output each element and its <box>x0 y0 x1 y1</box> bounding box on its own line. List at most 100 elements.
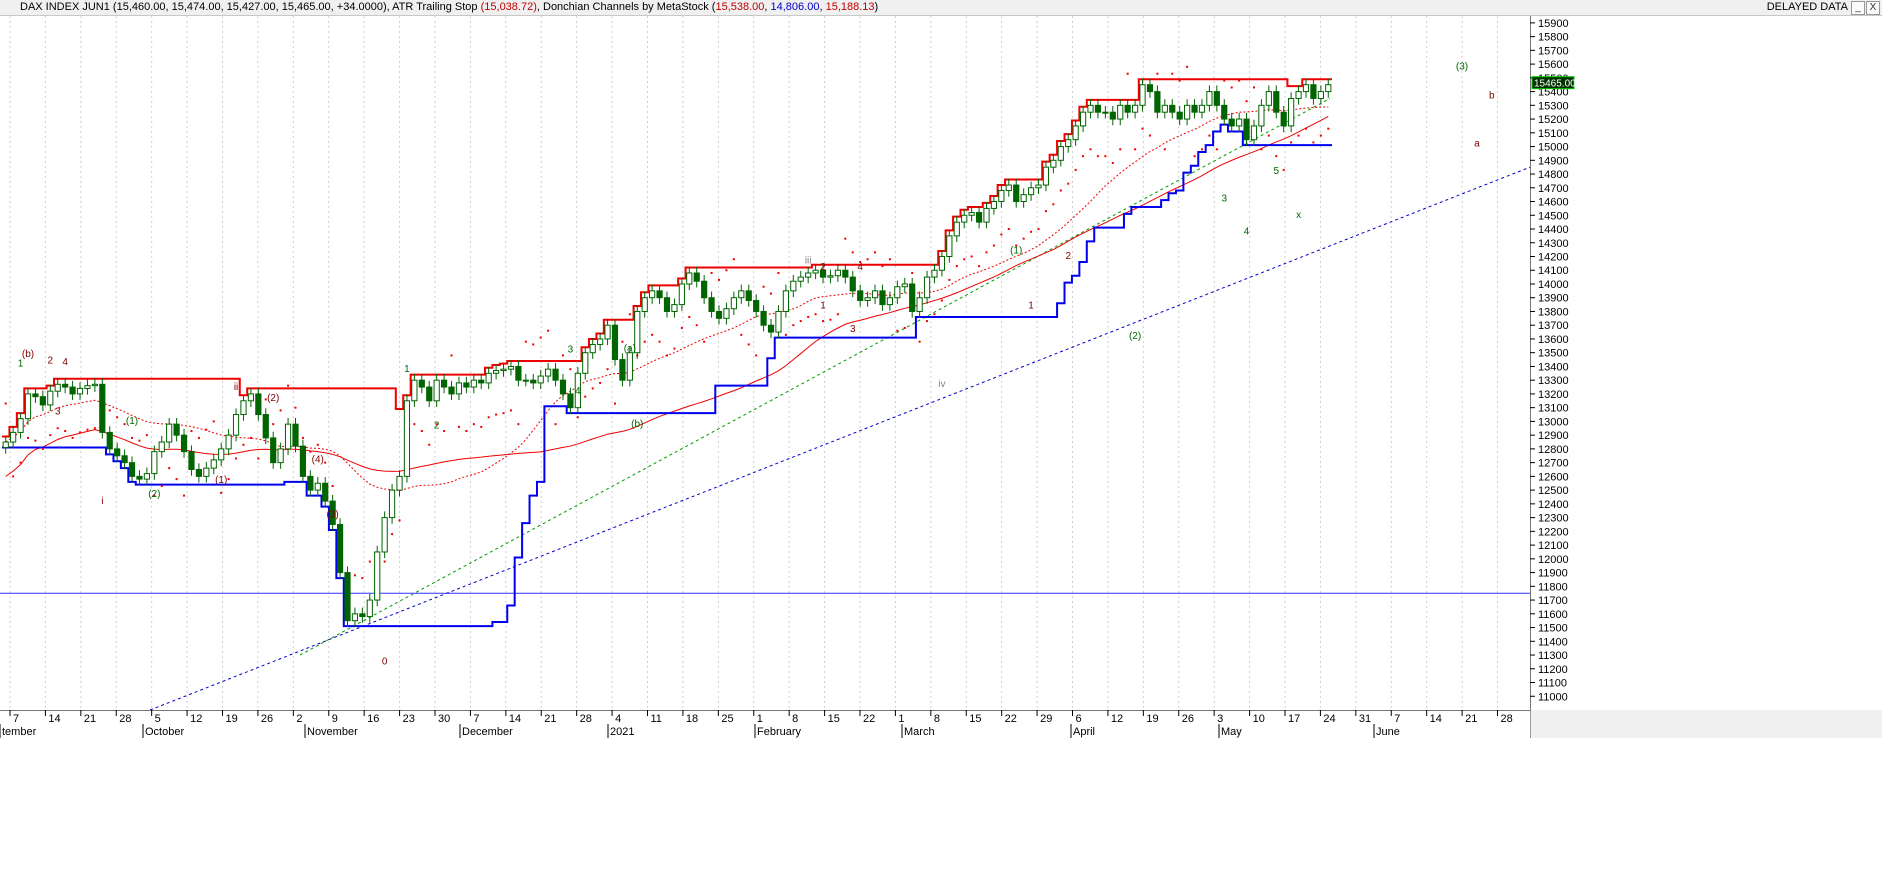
date-tick-label: 1 <box>898 713 904 725</box>
candle-body <box>604 324 611 340</box>
price-tick-label: 13600 <box>1538 334 1569 346</box>
candle-body <box>619 359 626 381</box>
atr-stop-dot <box>1215 148 1218 151</box>
atr-stop-dot <box>49 434 52 437</box>
atr-stop-dot <box>1067 182 1070 185</box>
date-tick-label: 4 <box>615 713 621 725</box>
atr-stop-dot <box>762 285 765 288</box>
atr-stop-dot <box>599 381 602 384</box>
price-tick-label: 13300 <box>1538 375 1569 387</box>
minimize-button[interactable]: _ <box>1851 1 1865 15</box>
atr-stop-dot <box>443 430 446 433</box>
price-tick-label: 11300 <box>1538 650 1568 662</box>
candle-body <box>1079 111 1087 127</box>
price-chart[interactable]: (b)1 2 43(1)(2)iii(1)(2)(4)(3)01234(a)(b)i… <box>0 16 1530 710</box>
date-tick-label: 14 <box>48 713 60 725</box>
atr-stop-dot <box>131 436 134 439</box>
atr-stop-dot <box>755 354 758 357</box>
date-tick-label: 17 <box>1288 713 1300 725</box>
atr-stop-dot <box>93 427 96 430</box>
candle-body <box>166 423 173 443</box>
candle-body <box>864 297 871 301</box>
date-tick-label: 7 <box>13 713 19 725</box>
atr-stop-dot <box>383 560 386 563</box>
atr-stop-dot <box>353 574 356 577</box>
price-tick-label: 11000 <box>1538 691 1568 703</box>
date-tick-label: 25 <box>721 713 733 725</box>
date-axis[interactable]: 7 14 21 28 5 12 19 26 2 9 16 23 30 7 14 21 28 4 11 18 25 1 8 15… <box>0 710 1530 738</box>
atr-stop-dot <box>1200 148 1203 151</box>
atr-stop-dot <box>220 491 223 494</box>
candle-body <box>470 379 477 388</box>
atr-stop-dot <box>249 436 252 439</box>
trend-line-green <box>299 98 1331 656</box>
price-tick-label: 13500 <box>1538 348 1569 360</box>
atr-stop-dot <box>770 292 773 295</box>
atr-stop-dot <box>79 431 82 434</box>
atr-stop-dot <box>160 484 163 487</box>
candle-body <box>218 448 225 461</box>
atr-stop-dot <box>509 409 512 412</box>
date-tick-label: 12 <box>190 713 202 725</box>
candle-body <box>1035 184 1042 189</box>
atr-stop-dot <box>918 340 921 343</box>
date-tick-label: 5 <box>155 713 161 725</box>
atr-stop-dot <box>41 447 44 450</box>
last-price-label: 15465.00 <box>1534 79 1576 90</box>
candle-body <box>507 365 515 370</box>
candle-body <box>1243 118 1250 141</box>
atr-stop-dot <box>71 436 74 439</box>
candle-body <box>47 390 54 406</box>
candle-body <box>1013 184 1020 203</box>
candle-body <box>1176 111 1183 120</box>
candle-body <box>782 290 789 312</box>
candle-body <box>173 423 180 436</box>
atr-stop-dot <box>569 368 572 371</box>
candle-body <box>552 368 559 381</box>
month-label: December <box>462 726 513 738</box>
date-tick-label: 3 <box>1217 713 1223 725</box>
candle-body <box>998 190 1005 203</box>
candle-body <box>195 469 203 477</box>
atr-stop-dot <box>420 430 423 433</box>
date-tick-label: 21 <box>544 713 556 725</box>
atr-stop-dot <box>1148 134 1151 137</box>
atr-stop-dot <box>539 336 542 339</box>
atr-stop-dot <box>955 265 958 268</box>
atr-stop-dot <box>576 416 579 419</box>
wave-label: (2) <box>148 489 160 500</box>
candle-body <box>1184 104 1191 120</box>
atr-stop-dot <box>1290 141 1293 144</box>
wave-label: b <box>1489 90 1495 101</box>
date-tick-label: 8 <box>792 713 798 725</box>
atr-stop-dot <box>836 313 839 316</box>
candle-body <box>1102 111 1109 114</box>
wave-label: (1) <box>126 416 138 427</box>
candle-body <box>344 572 351 622</box>
candle-body <box>433 379 440 402</box>
candle-body <box>611 324 619 361</box>
atr-stop-dot <box>651 333 654 336</box>
price-tick-label: 14000 <box>1538 279 1569 291</box>
atr-stop-dot <box>1282 168 1285 171</box>
candle-body <box>188 451 195 471</box>
candle-body <box>180 434 188 453</box>
atr-stop-dot <box>799 320 802 323</box>
date-tick-label: 24 <box>1323 713 1335 725</box>
atr-stop-dot <box>183 494 186 497</box>
wave-label: 1 <box>1028 301 1034 312</box>
candle-body <box>1117 104 1124 120</box>
candle-body <box>485 372 492 384</box>
atr-stop-dot <box>554 423 557 426</box>
atr-stop-dot <box>1134 148 1137 151</box>
date-tick-label: 14 <box>1430 713 1442 725</box>
candle-body <box>136 475 143 480</box>
price-tick-label: 15100 <box>1538 128 1569 140</box>
date-tick-label: 26 <box>261 713 273 725</box>
price-tick-label: 14900 <box>1538 155 1569 167</box>
atr-stop-dot <box>272 423 275 426</box>
candle-body <box>54 383 61 392</box>
close-button[interactable]: X <box>1866 1 1880 15</box>
candle-body <box>24 393 32 420</box>
